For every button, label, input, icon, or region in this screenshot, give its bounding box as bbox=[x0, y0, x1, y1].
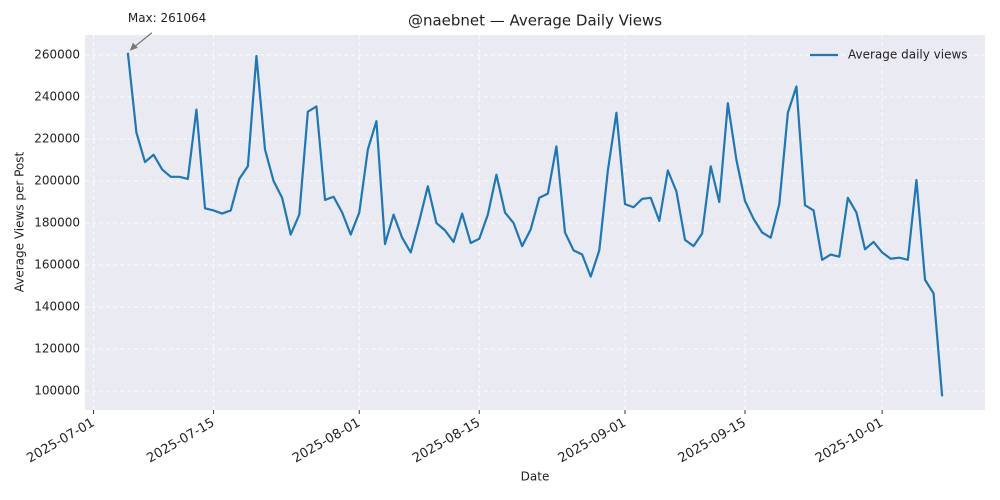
annotation-text: Max: 261064 bbox=[128, 11, 206, 25]
y-tick-label: 100000 bbox=[34, 384, 80, 398]
y-tick-label: 200000 bbox=[34, 174, 80, 188]
legend-label: Average daily views bbox=[848, 48, 968, 62]
x-tick-label: 2025-07-01 bbox=[24, 416, 97, 467]
y-tick-label: 220000 bbox=[34, 131, 80, 145]
y-axis-label: Average Views per Post bbox=[13, 151, 27, 292]
y-tick-label: 140000 bbox=[34, 300, 80, 314]
y-tick-label: 260000 bbox=[34, 47, 80, 61]
y-tick-label: 120000 bbox=[34, 342, 80, 356]
x-axis-label: Date bbox=[521, 470, 550, 484]
x-tick-label: 2025-08-01 bbox=[290, 416, 363, 467]
line bbox=[126, 52, 944, 397]
chart-title: @naebnet — Average Daily Views bbox=[408, 12, 662, 30]
x-tick-label: 2025-08-15 bbox=[410, 416, 483, 467]
y-tick-label: 180000 bbox=[34, 216, 80, 230]
x-tick-label: 2025-09-01 bbox=[556, 416, 629, 467]
annotation-arrowhead bbox=[129, 42, 138, 51]
y-tick-label: 240000 bbox=[34, 89, 80, 103]
y-tick-label: 160000 bbox=[34, 258, 80, 272]
x-tick-label: 2025-09-15 bbox=[676, 416, 749, 467]
x-tick-label: 2025-07-15 bbox=[144, 416, 217, 467]
plot-area bbox=[85, 35, 985, 410]
x-tick-label: 2025-10-01 bbox=[813, 416, 886, 467]
